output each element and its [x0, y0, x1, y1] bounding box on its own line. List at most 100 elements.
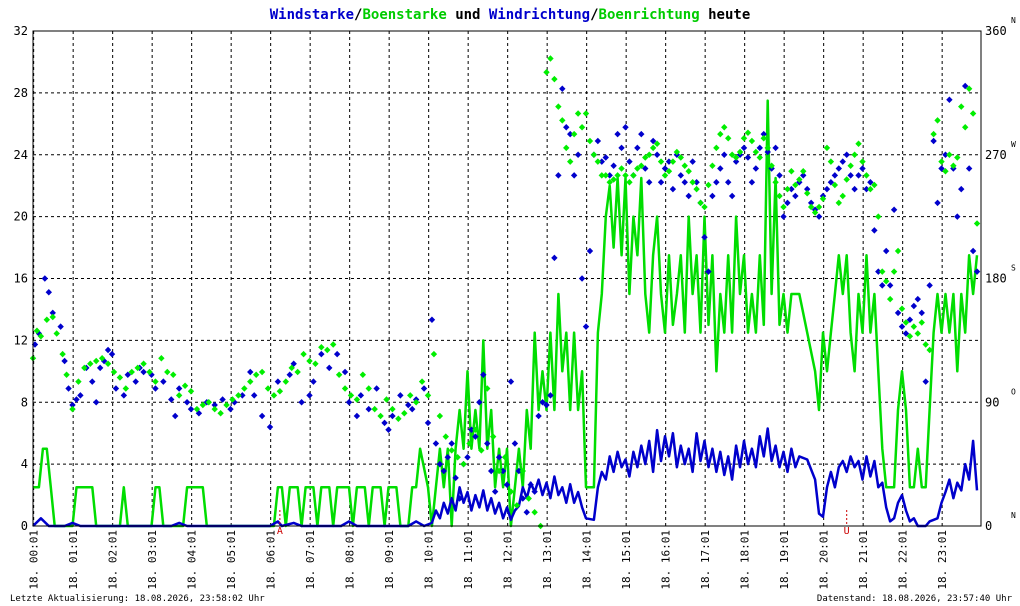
x-tick-label: 18. 14:01: [581, 530, 594, 590]
windrichtung-point: [472, 433, 479, 440]
x-tick-label: 18. 02:01: [107, 530, 120, 590]
windrichtung-point: [436, 460, 444, 468]
windrichtung-point: [452, 474, 459, 482]
windrichtung-point: [574, 151, 582, 158]
x-tick-label: 18. 15:01: [620, 530, 633, 590]
boenrichtung-point: [37, 333, 45, 340]
title-mid: und: [447, 7, 489, 23]
windrichtung-point: [353, 412, 361, 420]
windrichtung-point: [614, 130, 621, 138]
windrichtung-point: [219, 396, 226, 403]
boenrichtung-point: [649, 144, 657, 152]
x-tick-label: 18. 21:01: [857, 530, 870, 590]
boenrichtung-point: [407, 392, 414, 399]
windrichtung-point: [89, 378, 96, 385]
windrichtung-point: [96, 364, 104, 372]
boenrichtung-point: [796, 176, 803, 183]
boenrichtung-point: [713, 144, 720, 152]
x-tick-label: 18. 11:01: [462, 530, 475, 590]
boenrichtung-point: [33, 327, 41, 334]
windrichtung-point: [709, 192, 716, 200]
boenrichtung-point: [697, 199, 704, 207]
boenrichtung-point: [661, 172, 669, 179]
boenrichtung-point: [973, 220, 981, 227]
windrichtung-point: [922, 378, 929, 385]
boenrichtung-point: [646, 151, 653, 158]
windrichtung-point: [843, 151, 850, 158]
windrichtung-point: [172, 412, 179, 420]
windrichtung-point: [448, 440, 455, 447]
windrichtung-point: [973, 268, 981, 275]
title-sep2: /: [590, 7, 598, 23]
windrichtung-point: [41, 275, 49, 282]
boenrichtung-point: [63, 371, 70, 378]
windrichtung-point: [495, 454, 503, 461]
boenrichtung-point: [312, 360, 319, 367]
windrichtung-point: [954, 213, 961, 220]
windrichtung-point: [148, 371, 155, 378]
boenrichtung-point: [330, 341, 337, 348]
boenrichtung-point: [531, 509, 538, 516]
boenrichtung-point: [547, 55, 554, 62]
boenrichtung-point: [53, 330, 60, 337]
boenrichtung-point: [922, 341, 929, 348]
windrichtung-point: [563, 124, 570, 131]
boenrichtung-point: [969, 110, 977, 117]
title-boenrichtung: Boenrichtung: [599, 7, 700, 23]
x-tick-label: 18. 05:01: [225, 530, 238, 590]
x-tick-label: 18. 09:01: [383, 530, 396, 590]
boenrichtung-point: [926, 346, 933, 354]
windrichtung-point: [543, 401, 550, 409]
plot-frame: [32, 30, 982, 527]
windrichtung-point: [756, 144, 763, 152]
windrichtung-point: [247, 368, 254, 376]
boenrichtung-point: [377, 412, 384, 420]
windrichtung-point: [642, 165, 649, 172]
x-tick-label: 18. 19:01: [778, 530, 791, 590]
boenrichtung-point: [264, 385, 272, 392]
windrichtung-point: [800, 172, 807, 179]
windrichtung-point: [871, 227, 878, 234]
windrichtung-point: [807, 199, 815, 207]
windrichtung-point: [657, 179, 665, 186]
windrichtung-point: [456, 495, 463, 502]
boenrichtung-point: [709, 162, 716, 169]
windrichtung-point: [823, 185, 831, 193]
boenrichtung-point: [590, 151, 598, 158]
windrichtung-point: [333, 350, 341, 358]
boenrichtung-point: [898, 305, 906, 312]
boenrichtung-point: [867, 185, 874, 193]
windrichtung-point: [867, 179, 874, 186]
x-tick-label: 18. 08:01: [344, 530, 357, 590]
x-tick-label: 18. 10:01: [423, 530, 436, 590]
boenrichtung-point: [442, 433, 449, 440]
windrichtung-point: [65, 385, 72, 392]
windrichtung-point: [665, 158, 673, 165]
boenrichtung-point: [642, 154, 649, 161]
axis-labels: 0 4 8 12 16 20 24 28 32 0 N 90 O 180 S 270 W 360 N 18. 00:0…: [14, 16, 1016, 590]
boenrichtung-point: [389, 405, 396, 413]
boenrichtung-point: [104, 360, 112, 367]
windrichtung-point: [725, 179, 732, 186]
windrichtung-point: [274, 378, 282, 385]
windrichtung-point: [120, 392, 128, 399]
boenrichtung-point: [800, 168, 807, 175]
y-tick-right-label: 270: [985, 148, 1007, 162]
windrichtung-point: [258, 412, 266, 420]
boenrichtung-point: [630, 172, 637, 179]
boenrichtung-point: [823, 144, 831, 152]
windrichtung-point: [934, 199, 941, 207]
boenrichtung-point: [430, 350, 438, 358]
windrichtung-point: [523, 509, 530, 516]
windrichtung-point: [476, 399, 483, 406]
windrichtung-point: [610, 162, 617, 169]
windrichtung-point: [894, 309, 902, 317]
windrichtung-point: [547, 392, 554, 399]
boenrichtung-point: [598, 172, 605, 179]
boenrichtung-point: [563, 144, 570, 152]
windrichtung-point: [965, 165, 973, 172]
y-tick-left-label: 24: [14, 148, 28, 162]
windrichtung-point: [428, 316, 436, 323]
